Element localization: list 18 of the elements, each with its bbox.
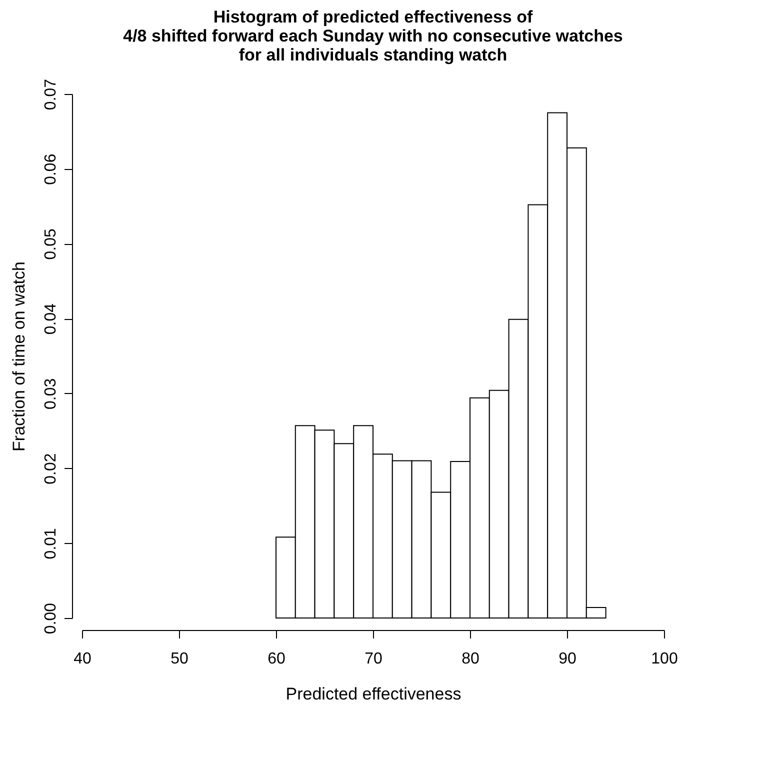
y-tick-label: 0.01 xyxy=(42,528,60,560)
y-tick-label: 0.06 xyxy=(42,154,60,185)
x-tick-label: 50 xyxy=(170,650,188,668)
x-tick-label: 100 xyxy=(651,650,678,668)
chart-title: Histogram of predicted effectiveness of 4/8 shifted forward each Sunday with no consecutive watches for all individuals standing watch xyxy=(123,7,623,64)
x-tick-label: 90 xyxy=(558,650,576,668)
x-tick-label: 40 xyxy=(74,650,92,668)
x-axis-title: Predicted effectiveness xyxy=(286,684,462,704)
y-tick-label: 0.05 xyxy=(42,228,60,260)
y-axis-title: Fraction of time on watch xyxy=(10,262,28,452)
x-tick-label: 60 xyxy=(268,650,286,668)
y-tick-label: 0.02 xyxy=(42,453,60,484)
x-tick-label: 80 xyxy=(462,650,480,668)
x-tick-label: 70 xyxy=(364,650,382,668)
y-tick-label: 0.00 xyxy=(42,602,60,634)
y-tick-label: 0.07 xyxy=(42,78,60,110)
y-tick-label: 0.03 xyxy=(42,378,60,410)
y-tick-label: 0.04 xyxy=(42,303,60,335)
